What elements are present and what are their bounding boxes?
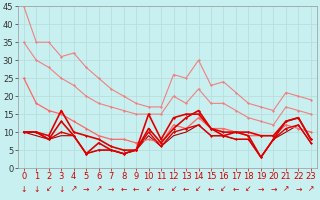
Text: ↙: ↙ [195, 185, 202, 194]
Text: ↙: ↙ [145, 185, 152, 194]
Text: ↙: ↙ [45, 185, 52, 194]
Text: ←: ← [233, 185, 239, 194]
Text: ↙: ↙ [220, 185, 227, 194]
Text: ←: ← [158, 185, 164, 194]
Text: ↙: ↙ [245, 185, 252, 194]
Text: →: → [83, 185, 89, 194]
Text: →: → [108, 185, 114, 194]
Text: ↗: ↗ [308, 185, 314, 194]
Text: ↗: ↗ [95, 185, 102, 194]
Text: →: → [270, 185, 276, 194]
Text: ←: ← [208, 185, 214, 194]
Text: ←: ← [183, 185, 189, 194]
Text: ↓: ↓ [20, 185, 27, 194]
Text: →: → [295, 185, 301, 194]
Text: ↓: ↓ [58, 185, 64, 194]
Text: ↙: ↙ [170, 185, 177, 194]
Text: ←: ← [133, 185, 139, 194]
Text: ↗: ↗ [70, 185, 77, 194]
Text: ↓: ↓ [33, 185, 39, 194]
Text: ↗: ↗ [283, 185, 289, 194]
Text: →: → [258, 185, 264, 194]
Text: ←: ← [120, 185, 127, 194]
